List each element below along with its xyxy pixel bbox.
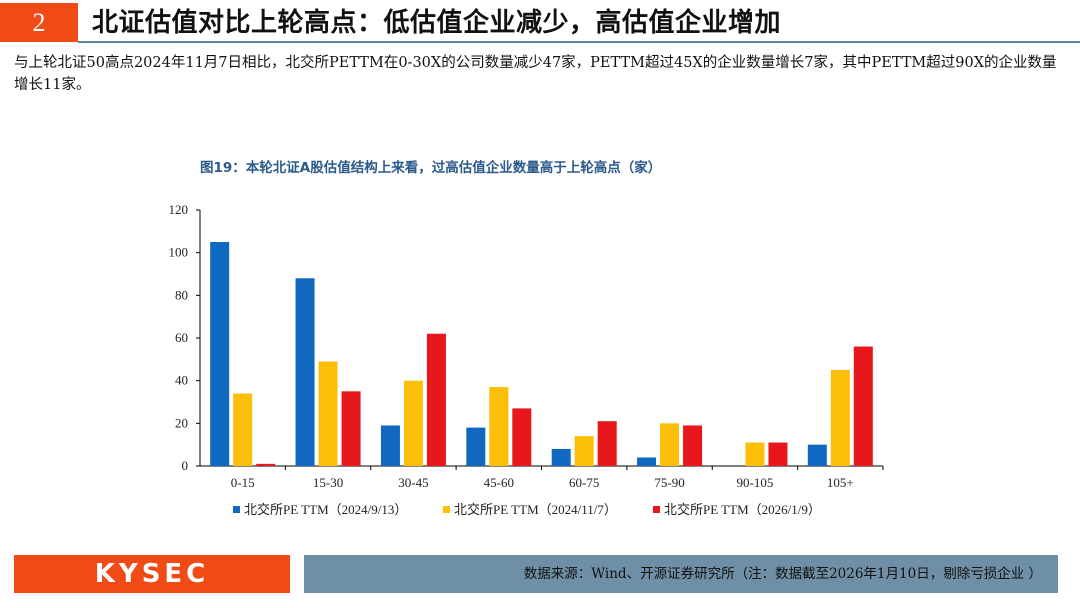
header-divider bbox=[78, 41, 1080, 43]
legend-swatch bbox=[653, 506, 660, 513]
bar bbox=[233, 393, 253, 466]
bar bbox=[768, 442, 788, 466]
x-tick-label: 0-15 bbox=[231, 475, 255, 490]
legend-swatch bbox=[233, 506, 240, 513]
header: 2 北证估值对比上轮高点：低估值企业减少，高估值企业增加 bbox=[0, 0, 1080, 46]
y-tick-label: 20 bbox=[175, 415, 188, 430]
chart-legend: 北交所PE TTM（2024/9/13） 北交所PE TTM（2024/11/7）… bbox=[233, 502, 821, 517]
bar bbox=[512, 408, 532, 466]
bar bbox=[295, 278, 315, 466]
bar-chart: 0-15 15-30 30-45 45-60 60-75 75-90 90-105 105+ … bbox=[169, 202, 884, 517]
y-tick-label: 120 bbox=[169, 202, 189, 217]
section-number: 2 bbox=[0, 3, 78, 42]
y-tick-label: 100 bbox=[169, 245, 189, 260]
legend-label: 北交所PE TTM（2024/11/7） bbox=[454, 502, 617, 517]
y-axis-labels: 0 20 40 60 80 100 120 bbox=[169, 202, 189, 473]
x-tick-label: 45-60 bbox=[484, 475, 514, 490]
y-tick-label: 80 bbox=[175, 287, 188, 302]
bar bbox=[341, 391, 361, 466]
intro-paragraph: 与上轮北证50高点2024年11月7日相比，北交所PETTM在0-30X的公司数… bbox=[14, 55, 1057, 93]
bar bbox=[745, 442, 765, 466]
bar bbox=[597, 421, 617, 466]
x-tick-label: 90-105 bbox=[737, 475, 774, 490]
bar bbox=[853, 346, 873, 466]
x-tick-label: 105+ bbox=[827, 475, 854, 490]
x-axis-labels: 0-15 15-30 30-45 45-60 60-75 75-90 90-105 105+ bbox=[231, 475, 854, 490]
footer-brand-bar: KYSEC bbox=[14, 555, 290, 593]
y-tick-label: 40 bbox=[175, 373, 188, 388]
bar bbox=[380, 425, 400, 466]
kysec-logo: KYSEC bbox=[94, 559, 210, 589]
bar bbox=[403, 380, 423, 466]
bar bbox=[574, 436, 594, 466]
bar bbox=[830, 370, 850, 466]
bar bbox=[660, 423, 680, 466]
y-tick-label: 0 bbox=[182, 458, 189, 473]
x-tick-label: 30-45 bbox=[398, 475, 428, 490]
bar bbox=[210, 242, 230, 466]
bar bbox=[683, 425, 703, 466]
page-title: 北证估值对比上轮高点：低估值企业减少，高估值企业增加 bbox=[92, 8, 782, 38]
chart-title: 图19：本轮北证A股估值结构上来看，过高估值企业数量高于上轮高点（家） bbox=[200, 160, 662, 176]
x-tick-label: 15-30 bbox=[313, 475, 343, 490]
legend-swatch bbox=[443, 506, 450, 513]
bar bbox=[256, 463, 276, 466]
bar bbox=[466, 427, 486, 466]
data-source: 数据来源：Wind、开源证券研究所（注：数据截至2026年1月10日，剔除亏损企… bbox=[523, 566, 1042, 582]
x-tick-label: 60-75 bbox=[569, 475, 599, 490]
bar bbox=[318, 361, 338, 466]
bar bbox=[426, 333, 446, 466]
footer-source-bar: 数据来源：Wind、开源证券研究所（注：数据截至2026年1月10日，剔除亏损企… bbox=[304, 555, 1058, 593]
legend-label: 北交所PE TTM（2026/1/9） bbox=[664, 502, 821, 517]
bar bbox=[551, 448, 571, 466]
bar bbox=[489, 387, 509, 466]
chart-bars bbox=[210, 242, 873, 466]
bar bbox=[807, 444, 827, 466]
x-tick-label: 75-90 bbox=[654, 475, 684, 490]
y-tick-label: 60 bbox=[175, 330, 188, 345]
bar bbox=[637, 457, 657, 466]
legend-label: 北交所PE TTM（2024/9/13） bbox=[244, 502, 407, 517]
